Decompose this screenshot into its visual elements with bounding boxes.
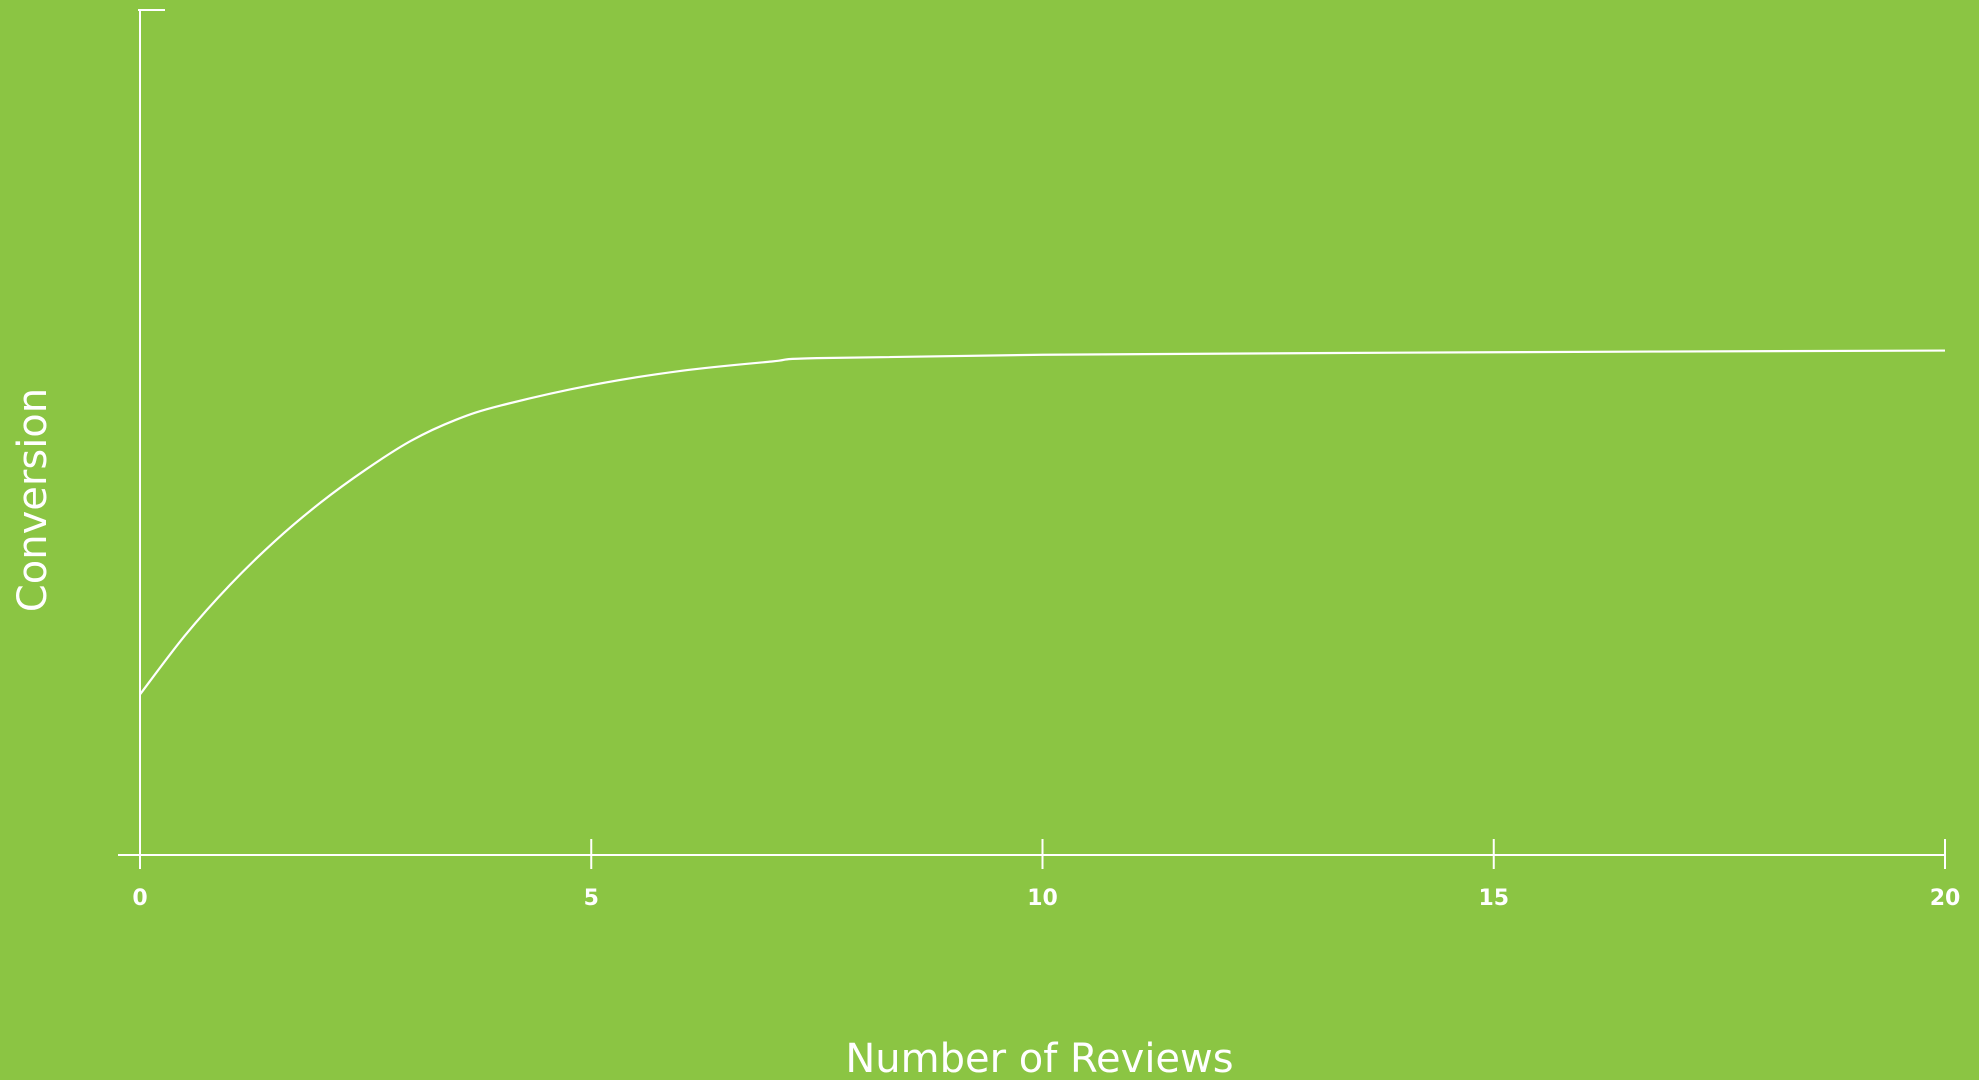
series-line-0 bbox=[139, 349, 1946, 696]
x-axis-title: Number of Reviews bbox=[845, 1036, 1233, 1080]
x-tick-label-10: 10 bbox=[1027, 886, 1058, 911]
series-layer bbox=[139, 349, 1946, 696]
axes bbox=[118, 9, 1945, 856]
x-tick-label-15: 15 bbox=[1478, 886, 1509, 911]
x-ticks bbox=[139, 839, 1946, 869]
x-tick-labels: 0 5 10 15 20 bbox=[132, 886, 1960, 911]
x-tick-label-0: 0 bbox=[132, 886, 147, 911]
y-axis-title: Conversion bbox=[10, 388, 56, 612]
x-tick-label-20: 20 bbox=[1930, 886, 1961, 911]
x-tick-label-5: 5 bbox=[584, 886, 599, 911]
